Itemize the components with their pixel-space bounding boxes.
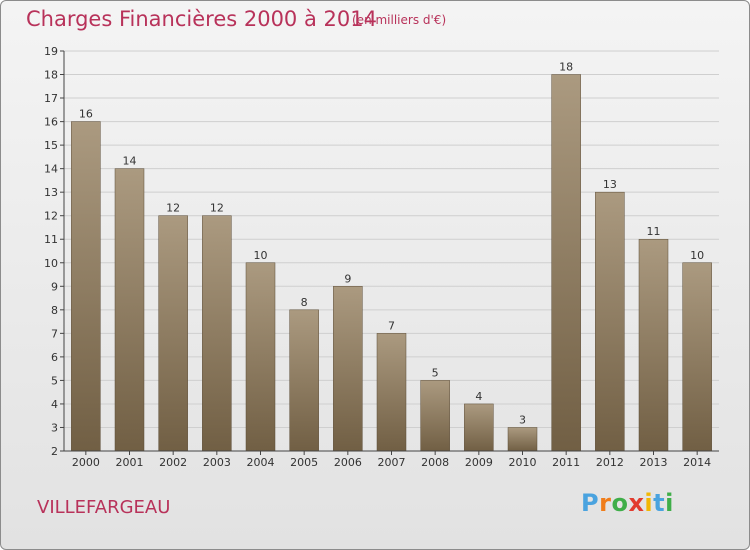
bar-2004 [245, 262, 276, 452]
bar-2006 [333, 286, 363, 452]
bar-2011 [551, 74, 581, 452]
bar-2010 [507, 427, 538, 452]
y-tick-label: 9 [51, 280, 58, 293]
value-label-2003: 12 [210, 202, 224, 215]
bar-2003 [202, 215, 232, 452]
logo-letter: x [628, 489, 645, 517]
x-tick-label-2004: 2004 [247, 456, 275, 469]
x-tick-label-2010: 2010 [509, 456, 537, 469]
axes [60, 50, 719, 455]
x-tick-label-2007: 2007 [378, 456, 406, 469]
y-tick-label: 5 [51, 374, 58, 387]
y-tick-label: 14 [44, 163, 58, 176]
y-tick-label: 4 [51, 398, 58, 411]
y-tick-label: 11 [44, 233, 58, 246]
value-label-2002: 12 [166, 202, 180, 215]
y-tick-label: 7 [51, 327, 58, 340]
bar-2013 [638, 238, 669, 452]
value-label-2005: 8 [301, 296, 308, 309]
bars [71, 74, 712, 452]
value-label-2004: 10 [254, 249, 268, 262]
bar-2000 [71, 121, 101, 452]
x-tick-label-2014: 2014 [683, 456, 711, 469]
bar-2005 [289, 309, 319, 452]
logo-letter: t [653, 489, 666, 517]
y-tick-label: 18 [44, 69, 58, 82]
logo-letter: i [644, 489, 654, 517]
bar-2007 [376, 333, 407, 452]
bar-2001 [114, 168, 145, 452]
x-tick-label-2008: 2008 [421, 456, 449, 469]
x-tick-label-2006: 2006 [334, 456, 362, 469]
value-label-2007: 7 [388, 319, 395, 332]
x-tick-label-2013: 2013 [640, 456, 668, 469]
x-tick-label-2009: 2009 [465, 456, 493, 469]
value-label-2014: 10 [690, 249, 704, 262]
y-tick-label: 2 [51, 445, 58, 458]
value-label-2000: 16 [79, 108, 93, 121]
y-tick-label: 8 [51, 304, 58, 317]
x-tick-label-2005: 2005 [290, 456, 318, 469]
proxiti-logo[interactable]: Proxiti [581, 489, 674, 517]
bar-2009 [464, 403, 494, 452]
value-label-2001: 14 [123, 155, 137, 168]
logo-letter: o [611, 489, 629, 517]
x-tick-label-2000: 2000 [72, 456, 100, 469]
x-tick-label-2001: 2001 [116, 456, 144, 469]
logo-letter: i [665, 489, 674, 517]
bar-2002 [158, 215, 188, 452]
x-tick-label-2003: 2003 [203, 456, 231, 469]
labels: 2 3 4 5 6 7 8 9 10 11 12 13 14 15 16 17 18 19 16 2000 14 2001… [44, 45, 711, 469]
bar-2014 [682, 262, 712, 452]
y-tick-label: 6 [51, 351, 58, 364]
value-label-2008: 5 [432, 366, 439, 379]
y-tick-label: 3 [51, 421, 58, 434]
y-tick-label: 19 [44, 45, 58, 58]
value-label-2013: 11 [647, 225, 661, 238]
value-label-2012: 13 [603, 178, 617, 191]
value-label-2010: 3 [519, 413, 526, 426]
chart-title: Charges Financières 2000 à 2014 [26, 7, 377, 31]
value-label-2009: 4 [475, 390, 482, 403]
y-tick-label: 10 [44, 257, 58, 270]
y-tick-label: 16 [44, 116, 58, 129]
value-label-2011: 18 [559, 61, 573, 74]
y-tick-label: 15 [44, 139, 58, 152]
value-label-2006: 9 [344, 272, 351, 285]
place-name: VILLEFARGEAU [37, 497, 171, 518]
y-tick-label: 13 [44, 186, 58, 199]
bar-2012 [595, 191, 625, 452]
chart-subtitle: (en milliers d'€) [352, 13, 447, 27]
y-tick-label: 12 [44, 210, 58, 223]
logo-letter: P [581, 489, 600, 517]
x-tick-label-2002: 2002 [159, 456, 187, 469]
x-tick-label-2012: 2012 [596, 456, 624, 469]
logo-letter: r [599, 489, 612, 517]
x-tick-label-2011: 2011 [552, 456, 580, 469]
y-tick-label: 17 [44, 92, 58, 105]
bar-2008 [420, 380, 450, 452]
